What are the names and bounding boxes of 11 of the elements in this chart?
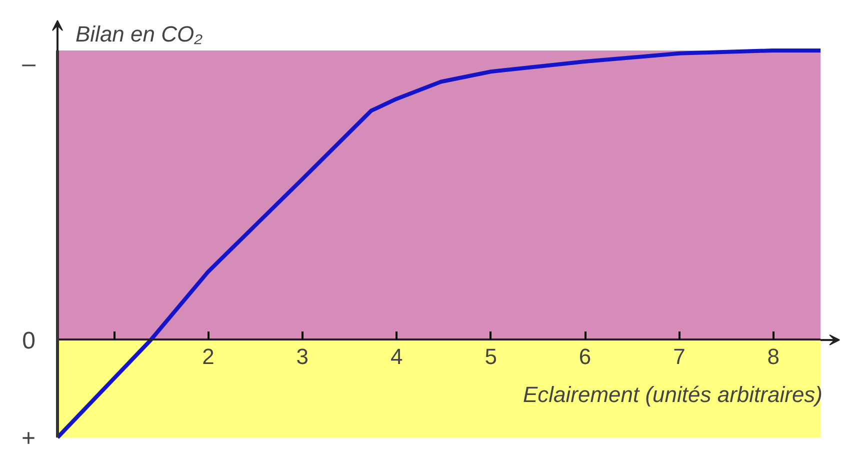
text: + xyxy=(21,425,36,452)
x-tick-label: 6 xyxy=(578,344,592,369)
x-tick-label: 8 xyxy=(767,344,780,369)
y-axis-title: Bilan en CO₂ xyxy=(76,22,204,46)
x-tick-label: 7 xyxy=(673,344,686,369)
x-tick-label: 3 xyxy=(296,344,309,369)
text: – xyxy=(22,50,36,78)
text: 0 xyxy=(22,327,36,354)
x-tick-label: 4 xyxy=(390,344,403,369)
x-tick-label: 2 xyxy=(202,344,214,369)
x-tick-label: 5 xyxy=(484,344,497,369)
